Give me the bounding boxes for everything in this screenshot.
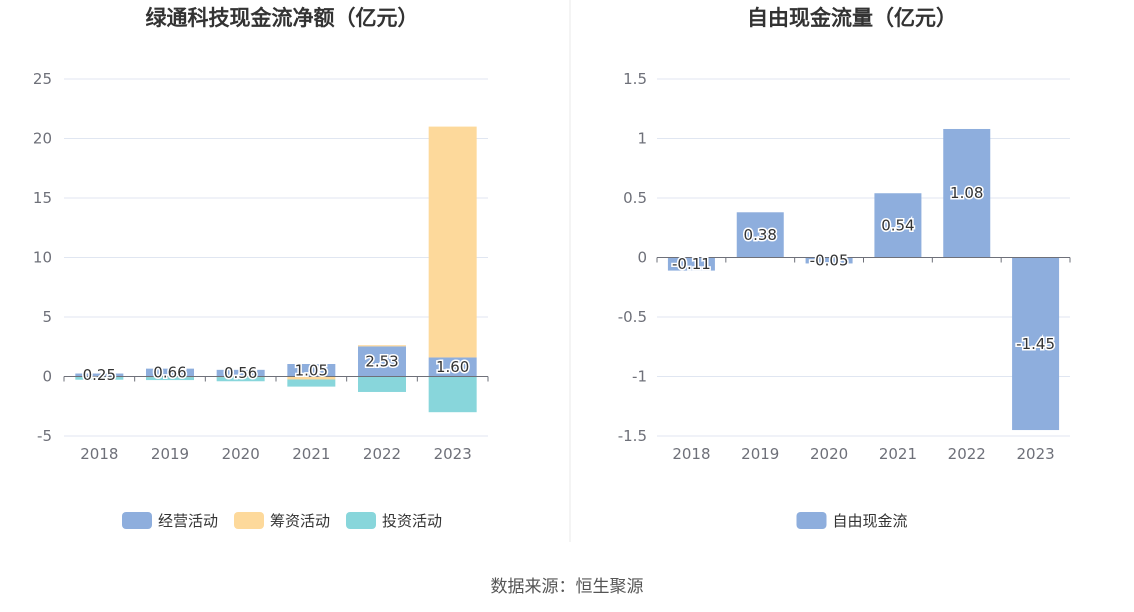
- bar-2021: [287, 364, 336, 377]
- y-tick-label: -1: [632, 368, 647, 386]
- bar-2018: [75, 373, 124, 377]
- data-label: 0.66: [153, 364, 186, 382]
- legend-swatch: [796, 512, 827, 529]
- bar-2021: [874, 193, 922, 258]
- data-label: 0.25: [83, 366, 116, 384]
- bar-2021: [287, 379, 336, 387]
- x-tick-label: 2019: [741, 445, 779, 463]
- x-tick-label: 2021: [292, 445, 330, 463]
- x-tick-label: 2022: [948, 445, 986, 463]
- y-tick-label: 5: [42, 308, 52, 326]
- legend-label: 筹资活动: [270, 512, 330, 530]
- legend-label: 经营活动: [158, 512, 218, 530]
- bar-2022: [943, 128, 991, 258]
- bar-2019: [146, 377, 194, 381]
- legend-label: 自由现金流: [833, 512, 908, 530]
- y-tick-label: -0.5: [618, 308, 647, 326]
- x-tick-label: 2021: [879, 445, 917, 463]
- bar-2022: [358, 345, 406, 347]
- bar-2023: [428, 376, 477, 413]
- bar-2019: [736, 212, 784, 258]
- bar-2018: [75, 376, 124, 380]
- y-tick-label: 20: [33, 130, 52, 148]
- data-label: 1.08: [950, 184, 983, 202]
- y-tick-label: 25: [33, 70, 52, 88]
- chart-title: 自由现金流量（亿元）: [747, 6, 957, 30]
- chart-title: 绿通科技现金流净额（亿元）: [146, 6, 419, 30]
- data-label: 2.53: [365, 352, 398, 370]
- x-tick-label: 2023: [1016, 445, 1054, 463]
- y-tick-label: 0: [42, 368, 52, 386]
- bar-2020: [216, 377, 265, 382]
- legend-swatch: [346, 512, 376, 529]
- free-cash-flow-chart: 自由现金流量（亿元） 1.5 1 0.5 0 -0.5 -1 -1.5 -0.11 0.38 -0.…: [618, 6, 1071, 530]
- data-label: 1.60: [436, 358, 469, 376]
- bar-2023: [1012, 257, 1060, 431]
- x-tick-label: 2020: [222, 445, 260, 463]
- legend-swatch: [122, 512, 152, 529]
- data-label: -0.11: [672, 255, 711, 273]
- bar-2022: [358, 376, 406, 392]
- y-tick-label: -1.5: [618, 427, 647, 445]
- y-tick-label: 0: [637, 249, 647, 267]
- legend-item: 投资活动: [346, 512, 442, 530]
- bar-2023: [428, 126, 477, 358]
- data-label: -1.45: [1016, 335, 1055, 353]
- cash-flow-net-chart: 绿通科技现金流净额（亿元） 25 20 15 10 5 0 -5 0.25 0.66 0.56 1.0…: [33, 6, 489, 530]
- bar-2023: [428, 357, 477, 377]
- x-tick-label: 2020: [810, 445, 848, 463]
- bar-2019: [146, 368, 194, 377]
- x-tick-label: 2019: [151, 445, 189, 463]
- y-tick-label: 15: [33, 189, 52, 207]
- data-label: 0.56: [224, 364, 257, 382]
- data-label: -0.05: [810, 251, 849, 269]
- bar-2021: [287, 376, 336, 380]
- data-label: 0.38: [744, 226, 777, 244]
- x-tick-label: 2018: [672, 445, 710, 463]
- legend-item: 经营活动: [122, 512, 218, 530]
- y-tick-label: 1: [637, 130, 647, 148]
- y-tick-label: -5: [37, 427, 52, 445]
- data-label: 0.54: [881, 216, 914, 234]
- x-tick-label: 2018: [80, 445, 118, 463]
- bar-2020: [805, 257, 853, 264]
- legend-swatch: [234, 512, 264, 529]
- source-note: 数据来源：恒生聚源: [490, 577, 644, 597]
- x-tick-label: 2022: [363, 445, 401, 463]
- legend-item: 筹资活动: [234, 512, 330, 530]
- bar-2018: [667, 257, 715, 271]
- y-tick-label: 1.5: [623, 70, 647, 88]
- bar-2022: [358, 346, 406, 377]
- x-tick-label: 2023: [434, 445, 472, 463]
- y-tick-label: 10: [33, 249, 52, 267]
- legend-item: 自由现金流: [796, 512, 908, 530]
- bar-2020: [216, 369, 265, 377]
- y-tick-label: 0.5: [623, 189, 647, 207]
- data-label: 1.05: [295, 361, 328, 379]
- legend-label: 投资活动: [382, 512, 442, 530]
